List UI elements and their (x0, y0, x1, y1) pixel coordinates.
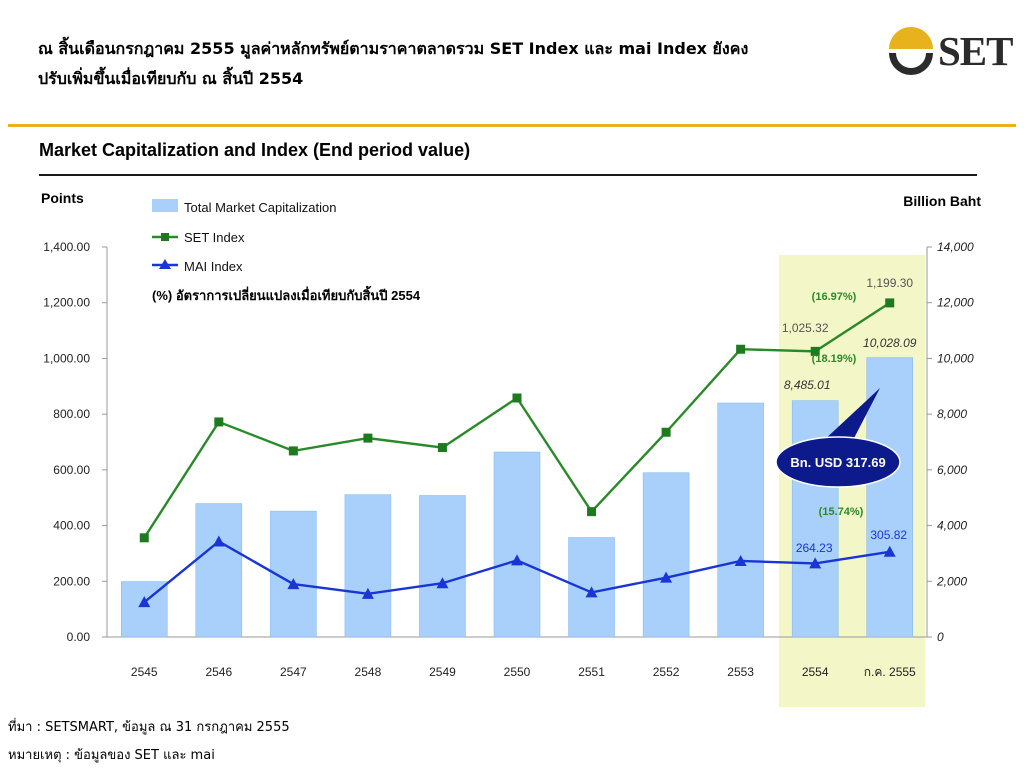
x-axis-tick-label: 2553 (727, 665, 754, 679)
x-axis-tick-label: 2547 (280, 665, 307, 679)
set-index-point (810, 346, 820, 356)
set-logo: SET (886, 26, 1013, 76)
mai-index-point (361, 587, 374, 599)
data-label: 8,485.01 (784, 378, 831, 392)
mai-index-point (212, 535, 225, 547)
mai-index-point (883, 545, 896, 557)
x-axis-tick-label: 2546 (205, 665, 232, 679)
header-divider (8, 124, 1016, 127)
set-index-point (512, 393, 522, 403)
right-axis-tick-label: 12,000 (937, 296, 974, 310)
data-label: 264.23 (796, 541, 833, 555)
mai-index-point (660, 571, 673, 583)
left-axis-tick-label: 0.00 (67, 630, 91, 644)
legend-marker-mai (159, 259, 171, 269)
mai-change-label: (15.74%) (819, 506, 864, 518)
set-index-point (139, 533, 149, 543)
remark-note: หมายเหตุ : ข้อมูลของ SET และ mai (8, 748, 215, 763)
legend-label-set: SET Index (184, 230, 245, 245)
bar-market-cap (493, 451, 541, 638)
set-index-point (363, 433, 373, 443)
set-index-point (214, 417, 224, 427)
left-axis-tick-label: 200.00 (53, 574, 90, 588)
x-axis-tick-label: 2552 (653, 665, 680, 679)
set-index-point (736, 344, 746, 354)
set-index-point (587, 507, 597, 517)
mai-index-point (734, 554, 747, 566)
mai-index-point (511, 554, 523, 566)
left-axis-tick-label: 1,000.00 (43, 351, 90, 365)
data-label: 305.82 (870, 528, 907, 542)
x-axis-tick-label: ก.ค. 2555 (864, 665, 916, 679)
set-logo-mark (889, 27, 933, 75)
headline: ณ สิ้นเดือนกรกฎาคม 2555 มูลค่าหลักทรัพย์… (38, 34, 878, 94)
mai-index-point (809, 557, 822, 569)
x-axis-tick-label: 2550 (504, 665, 531, 679)
legend-marker-set (161, 233, 169, 241)
set-index-point (661, 427, 671, 437)
callout-pointer (822, 388, 880, 442)
right-axis-tick-label: 6,000 (937, 463, 967, 477)
left-axis-title: Points (41, 190, 84, 206)
left-axis-tick-label: 600.00 (53, 463, 90, 477)
right-axis-tick-label: 10,000 (937, 351, 974, 365)
set-logo-text: SET (938, 28, 1013, 74)
callout-bubble (775, 436, 901, 488)
right-axis-tick-label: 2,000 (936, 574, 967, 588)
right-axis-tick-label: 8,000 (937, 407, 967, 421)
mai-index-point (585, 586, 598, 598)
x-axis-tick-label: 2548 (355, 665, 382, 679)
data-label: 10,028.09 (863, 336, 917, 350)
x-axis-tick-label: 2551 (578, 665, 605, 679)
set-change-label: (16.97%) (812, 291, 857, 303)
bar-market-cap (195, 503, 243, 638)
x-axis-tick-label: 2554 (802, 665, 829, 679)
headline-line-2: ปรับเพิ่มขึ้นเมื่อเทียบกับ ณ สิ้นปี 2554 (38, 69, 304, 88)
right-axis-tick-label: 0 (937, 630, 944, 644)
legend-label-market-cap: Total Market Capitalization (184, 200, 336, 215)
bar-market-cap (866, 357, 913, 638)
bar-market-cap (642, 472, 690, 638)
cap-change-label: (18.19%) (812, 353, 857, 365)
bar-market-cap (419, 495, 466, 638)
left-axis-tick-label: 800.00 (53, 407, 90, 421)
legend-swatch-market-cap (152, 199, 178, 212)
left-axis-tick-label: 1,200.00 (43, 296, 90, 310)
x-axis-tick-label: 2545 (131, 665, 158, 679)
set-index-point (885, 298, 895, 308)
set-index-point (437, 443, 447, 453)
legend-label-mai: MAI Index (184, 259, 243, 274)
right-axis-tick-label: 14,000 (937, 240, 974, 254)
mai-index-point (287, 578, 300, 590)
x-axis-tick-label: 2549 (429, 665, 456, 679)
mai-index-point (436, 577, 449, 589)
data-label: 1,199.30 (866, 276, 913, 290)
bar-market-cap (344, 494, 392, 638)
source-note: ที่มา : SETSMART, ข้อมูล ณ 31 กรกฎาคม 25… (8, 720, 290, 735)
callout-text: Bn. USD 317.69 (790, 455, 885, 470)
set-index-point (288, 446, 298, 456)
data-label: 1,025.32 (782, 321, 829, 335)
mai-index-point (138, 596, 151, 608)
left-axis-tick-label: 400.00 (53, 519, 90, 533)
pct-change-note: (%) อัตราการเปลี่ยนแปลงเมื่อเทียบกับสิ้น… (152, 285, 421, 303)
headline-line-1: ณ สิ้นเดือนกรกฎาคม 2555 มูลค่าหลักทรัพย์… (38, 39, 749, 58)
chart-title: Market Capitalization and Index (End per… (39, 140, 471, 160)
left-axis-tick-label: 1,400.00 (43, 240, 90, 254)
right-axis-tick-label: 4,000 (937, 519, 967, 533)
title-underline (39, 174, 977, 176)
bar-market-cap (717, 402, 764, 638)
right-axis-title: Billion Baht (903, 193, 981, 209)
